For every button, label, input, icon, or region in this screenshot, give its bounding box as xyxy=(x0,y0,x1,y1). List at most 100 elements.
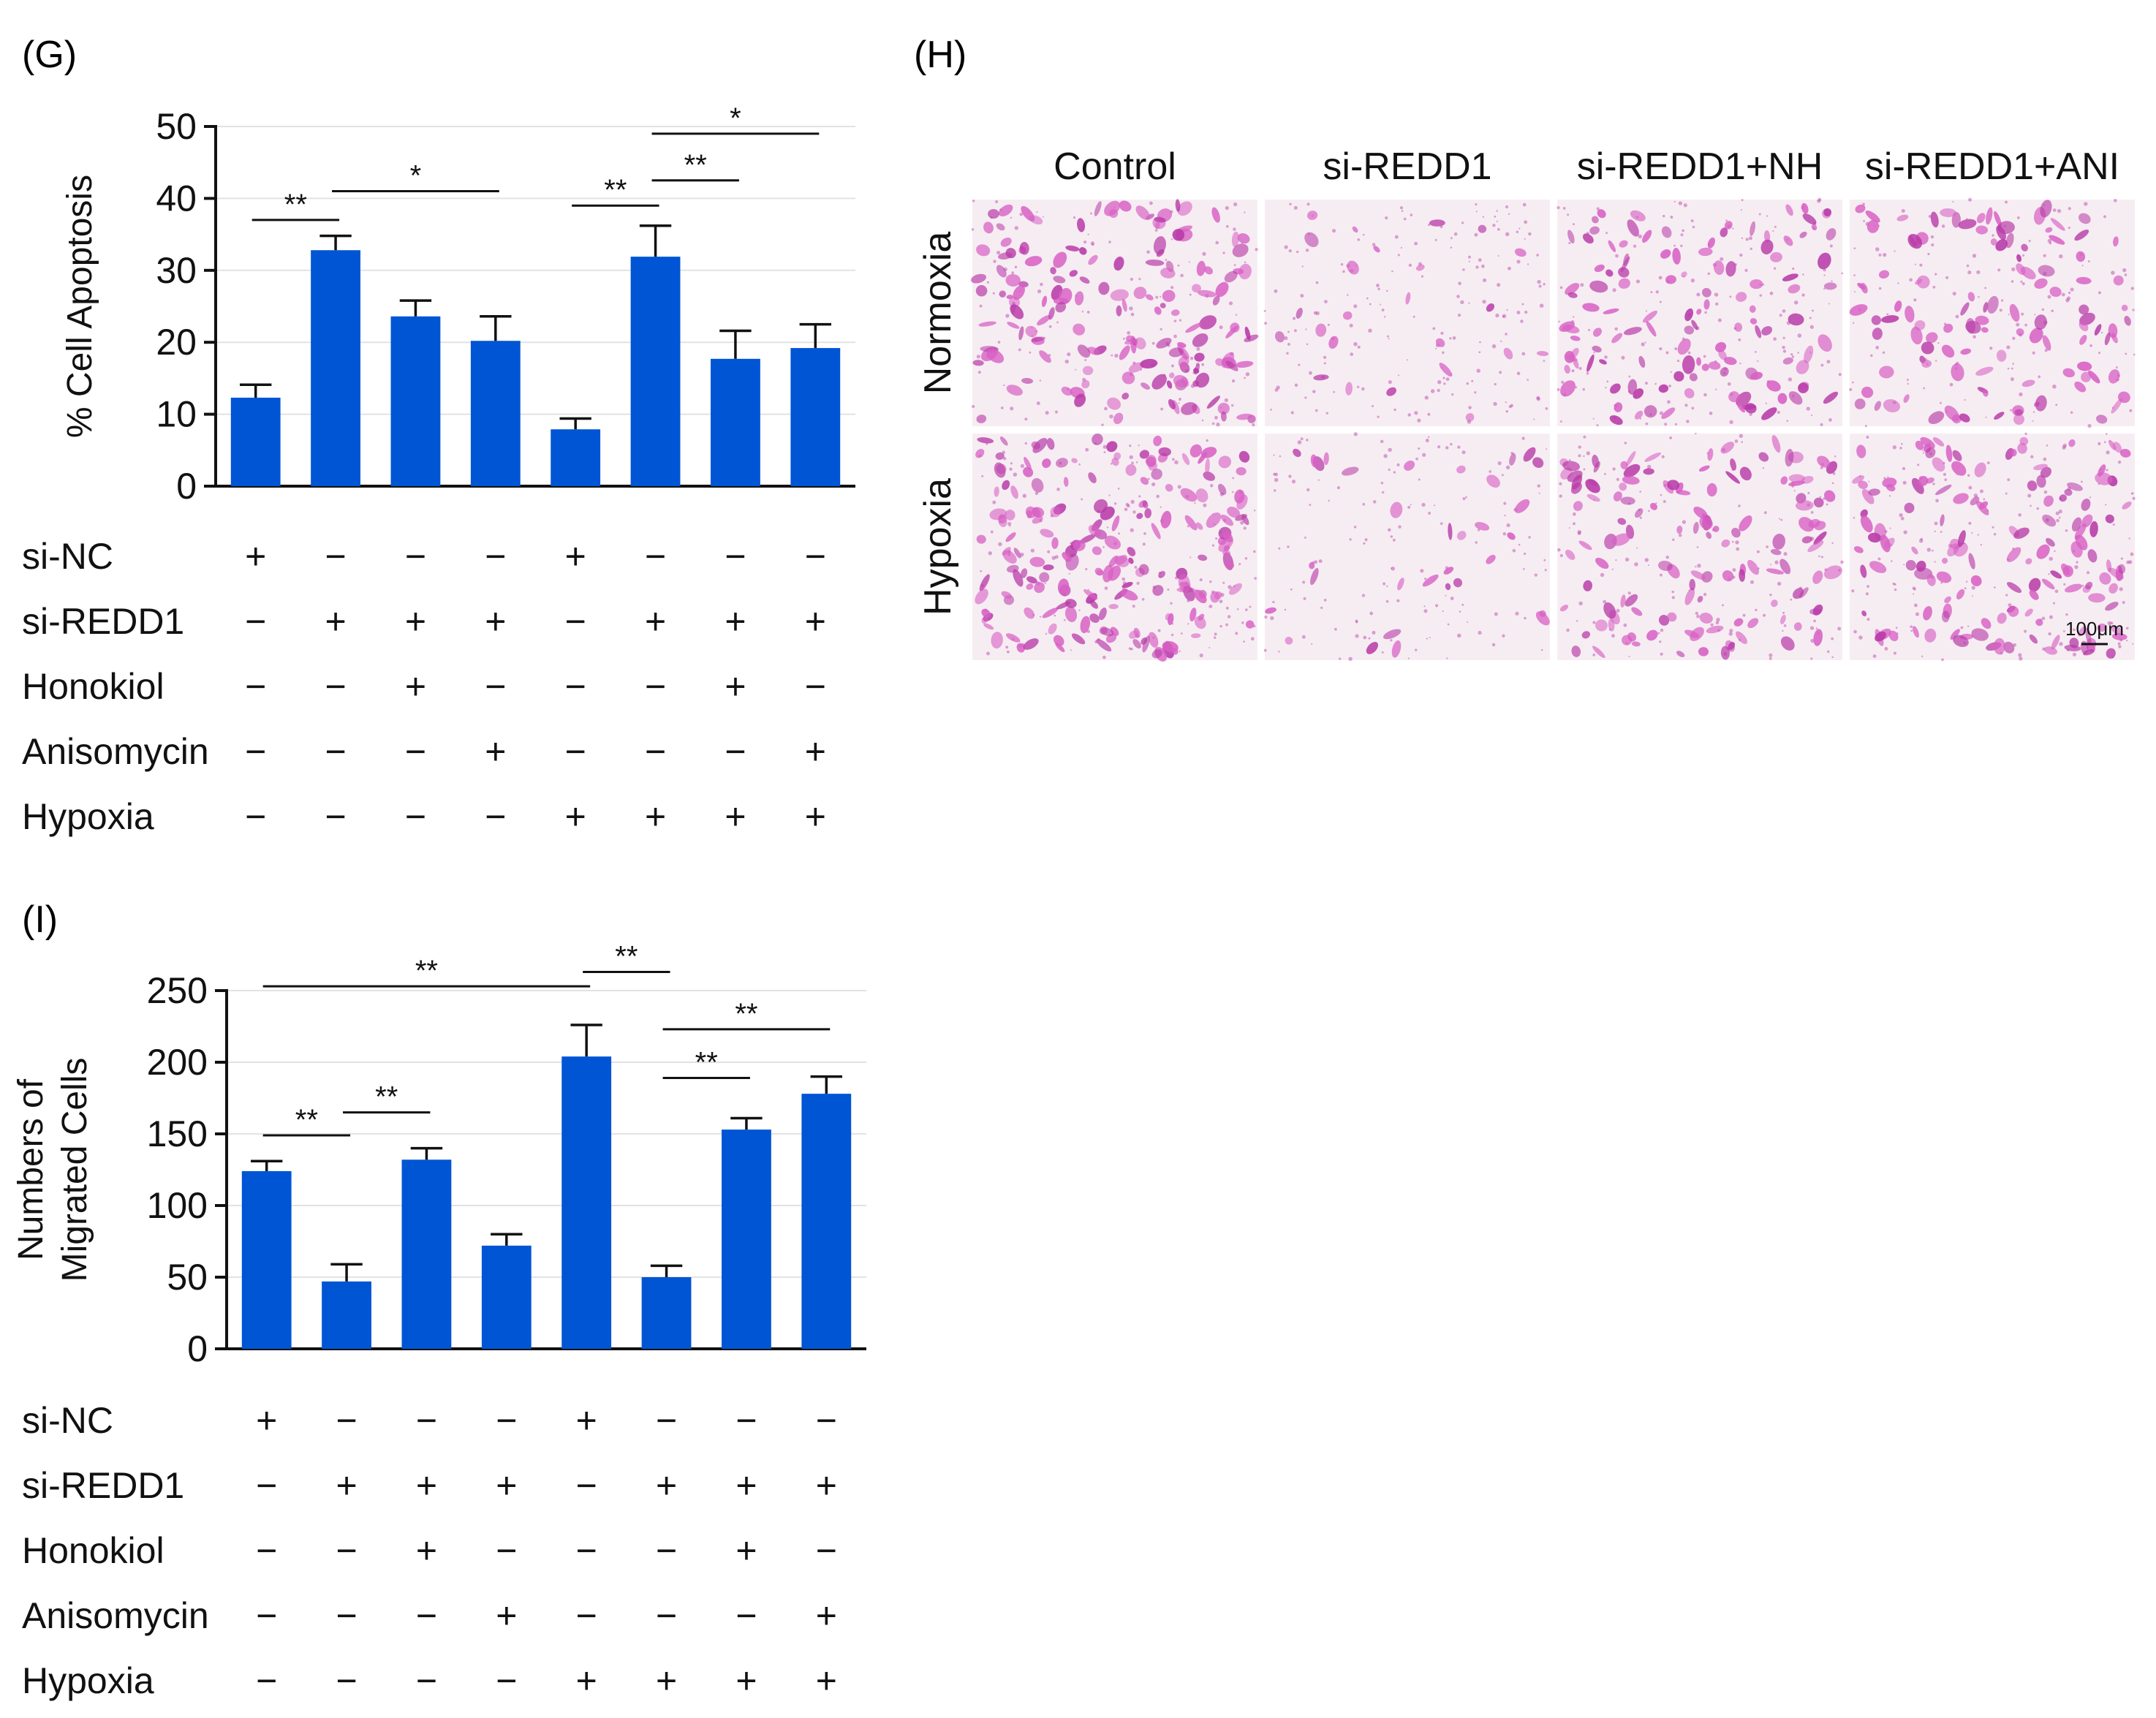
membrane-pore xyxy=(1006,650,1010,654)
membrane-pore xyxy=(2043,490,2048,494)
membrane-pore xyxy=(1722,604,1724,607)
membrane-pore xyxy=(1179,319,1182,322)
membrane-pore xyxy=(1774,560,1779,564)
membrane-pore xyxy=(1826,360,1831,364)
membrane-pore xyxy=(1714,292,1719,297)
membrane-pore xyxy=(1945,276,1949,279)
migrated-cell xyxy=(1005,273,1021,287)
condition-sign: − xyxy=(245,666,266,707)
membrane-pore xyxy=(1353,526,1357,529)
membrane-pore xyxy=(2038,375,2041,379)
migrated-cell xyxy=(1869,561,1887,573)
membrane-pore xyxy=(1682,229,1685,232)
migrated-cell xyxy=(1217,483,1227,496)
membrane-pore xyxy=(2120,557,2124,560)
membrane-pore xyxy=(1211,544,1215,547)
condition-sign: − xyxy=(496,1660,517,1701)
membrane-pore xyxy=(1934,561,1936,563)
migrated-cell xyxy=(1205,458,1210,475)
membrane-pore xyxy=(1664,423,1668,426)
membrane-pore xyxy=(1290,588,1293,591)
membrane-pore xyxy=(1429,637,1431,639)
membrane-pore xyxy=(1720,257,1724,261)
membrane-pore xyxy=(1288,249,1292,253)
membrane-pore xyxy=(1769,593,1772,597)
membrane-pore xyxy=(1170,602,1173,605)
membrane-pore xyxy=(1919,263,1923,267)
membrane-pore xyxy=(1355,619,1358,623)
migrated-cell xyxy=(1111,515,1120,531)
membrane-pore xyxy=(1427,436,1430,438)
membrane-pore xyxy=(1644,341,1646,344)
membrane-pore xyxy=(1920,537,1923,541)
migrated-cell xyxy=(1721,539,1731,548)
migrated-cell xyxy=(1763,230,1771,243)
migrated-cell xyxy=(1926,332,1938,344)
membrane-pore xyxy=(1179,398,1181,400)
membrane-pore xyxy=(1311,643,1313,645)
migrated-cell xyxy=(1175,199,1181,212)
membrane-pore xyxy=(1506,523,1510,528)
membrane-pore xyxy=(1022,493,1027,499)
migrated-cell xyxy=(1560,380,1576,397)
migrated-cell xyxy=(1010,485,1018,499)
membrane-pore xyxy=(1967,474,1970,477)
migrated-cell xyxy=(2027,480,2038,491)
migrated-cell xyxy=(1232,243,1249,257)
membrane-pore xyxy=(1567,213,1570,216)
membrane-pore xyxy=(1227,615,1231,618)
migrated-cell xyxy=(1750,318,1758,325)
membrane-pore xyxy=(1596,424,1599,427)
membrane-pore xyxy=(1225,205,1229,211)
membrane-pore xyxy=(1782,345,1785,349)
membrane-pore xyxy=(1245,372,1250,376)
migrated-cell xyxy=(1306,211,1318,220)
migrated-cell xyxy=(2106,559,2112,572)
migrated-cell xyxy=(1801,476,1814,484)
membrane-pore xyxy=(1179,650,1181,653)
migrated-cell xyxy=(1684,387,1695,398)
migrated-cell xyxy=(1005,532,1016,542)
migrated-cell xyxy=(1034,582,1045,594)
migrated-cell xyxy=(1698,247,1713,257)
membrane-pore xyxy=(1735,540,1739,545)
membrane-pore xyxy=(1901,442,1903,445)
migrated-cell xyxy=(1603,308,1619,314)
migrated-cell xyxy=(1081,379,1090,389)
migrated-cell xyxy=(1475,522,1490,531)
panel-label-h: (H) xyxy=(914,34,967,76)
membrane-pore xyxy=(2113,198,2117,203)
migrated-cell xyxy=(1861,386,1874,398)
membrane-pore xyxy=(1690,219,1694,222)
migrated-cell xyxy=(2064,488,2073,496)
condition-sign: − xyxy=(325,796,346,837)
migrated-cell xyxy=(1224,560,1235,569)
migrated-cell xyxy=(2076,251,2086,262)
membrane-pore xyxy=(1815,627,1818,629)
membrane-pore xyxy=(1997,268,2001,272)
migrated-cell xyxy=(1771,599,1778,608)
membrane-pore xyxy=(1458,281,1461,286)
membrane-pore xyxy=(996,250,1001,255)
membrane-pore xyxy=(1931,243,1934,247)
membrane-pore xyxy=(1422,453,1426,457)
membrane-pore xyxy=(1241,621,1244,624)
condition-sign: − xyxy=(336,1400,357,1441)
membrane-pore xyxy=(1020,463,1025,469)
membrane-pore xyxy=(1452,336,1456,340)
membrane-pore xyxy=(1433,504,1436,507)
condition-sign: − xyxy=(336,1660,357,1701)
membrane-pore xyxy=(1923,387,1925,390)
migrated-cell xyxy=(2111,632,2127,640)
membrane-pore xyxy=(1502,634,1505,637)
migrated-cell xyxy=(1918,476,1929,486)
condition-sign: + xyxy=(485,731,506,772)
membrane-pore xyxy=(1442,351,1445,355)
membrane-pore xyxy=(1106,526,1109,529)
migrated-cell xyxy=(1366,641,1379,654)
membrane-pore xyxy=(1628,375,1631,378)
condition-sign: − xyxy=(325,666,346,707)
migrated-cell xyxy=(1098,281,1110,295)
membrane-pore xyxy=(976,355,981,359)
membrane-pore xyxy=(1449,337,1452,340)
